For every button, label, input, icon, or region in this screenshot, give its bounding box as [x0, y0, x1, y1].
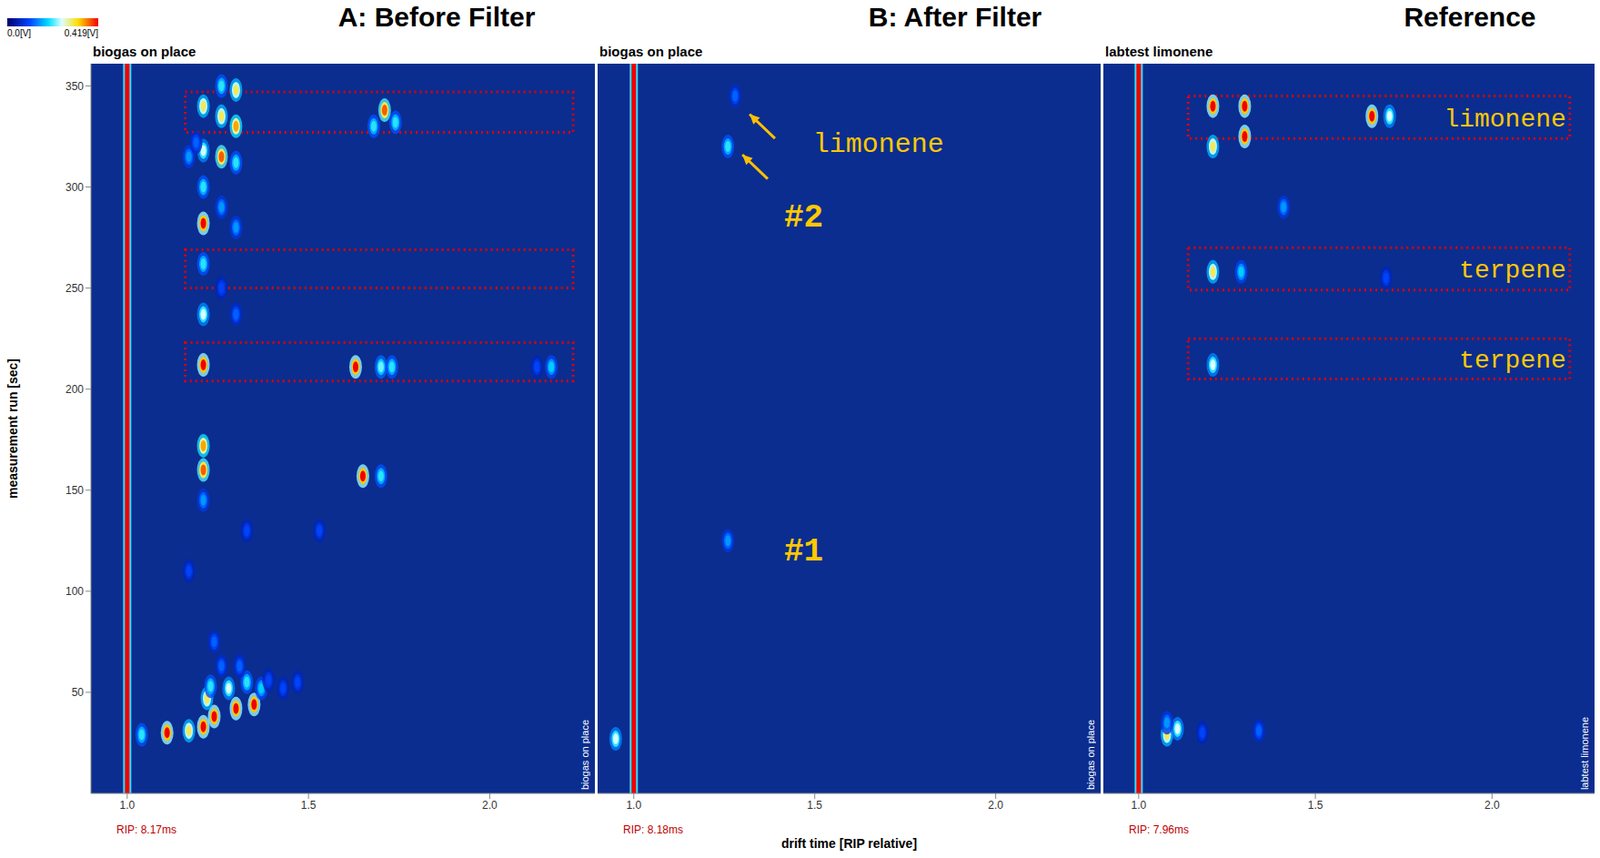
svg-text:100: 100	[65, 584, 84, 598]
html-text:biogas on place: biogas on place	[599, 43, 703, 60]
svg-text:300: 300	[65, 181, 84, 194]
html-text:labtest limonene: labtest limonene	[1105, 43, 1213, 60]
svg-text:RIP: 8.18ms: RIP: 8.18ms	[623, 823, 684, 836]
svg-text:200: 200	[65, 382, 84, 396]
svg-text:#1: #1	[784, 533, 824, 571]
html-text:0.0[V]: 0.0[V]	[7, 28, 32, 39]
html-text:drift time [RIP relative]: drift time [RIP relative]	[781, 835, 917, 851]
svg-text:limonene: limonene	[813, 129, 945, 161]
html-text:A: Before Filter: A: Before Filter	[338, 1, 536, 32]
svg-text:250: 250	[65, 281, 84, 295]
svg-text:1.5: 1.5	[301, 798, 317, 812]
html-text:Reference: Reference	[1403, 1, 1536, 32]
svg-text:1.5: 1.5	[1308, 798, 1324, 812]
svg-text:#2: #2	[784, 199, 824, 237]
svg-text:350: 350	[65, 80, 84, 93]
svg-text:RIP: 7.96ms: RIP: 7.96ms	[1128, 823, 1189, 836]
svg-text:1.0: 1.0	[120, 798, 136, 812]
html-text:labtest limonene: labtest limonene	[1579, 716, 1590, 790]
svg-text:1.0: 1.0	[1131, 798, 1148, 812]
html-text:0.419[V]: 0.419[V]	[64, 28, 99, 39]
svg-text:2.0: 2.0	[482, 798, 498, 812]
svg-text:1.5: 1.5	[806, 798, 823, 812]
html-text:biogas on place: biogas on place	[579, 719, 591, 790]
svg-text:limonene: limonene	[1443, 105, 1566, 134]
svg-text:terpene: terpene	[1459, 256, 1567, 285]
svg-text:2.0: 2.0	[1484, 798, 1500, 812]
svg-text:2.0: 2.0	[987, 798, 1004, 812]
svg-text:1.0: 1.0	[625, 798, 642, 812]
html-text:B: After Filter: B: After Filter	[868, 1, 1042, 32]
html-text:biogas on place: biogas on place	[92, 43, 196, 60]
svg-text:50: 50	[71, 685, 85, 699]
svg-text:terpene: terpene	[1459, 346, 1567, 375]
svg-text:measurement run [sec]: measurement run [sec]	[5, 358, 21, 499]
svg-text:RIP: 8.17ms: RIP: 8.17ms	[116, 823, 177, 836]
html-text:biogas on place: biogas on place	[1085, 719, 1097, 790]
svg-text:150: 150	[65, 483, 84, 497]
